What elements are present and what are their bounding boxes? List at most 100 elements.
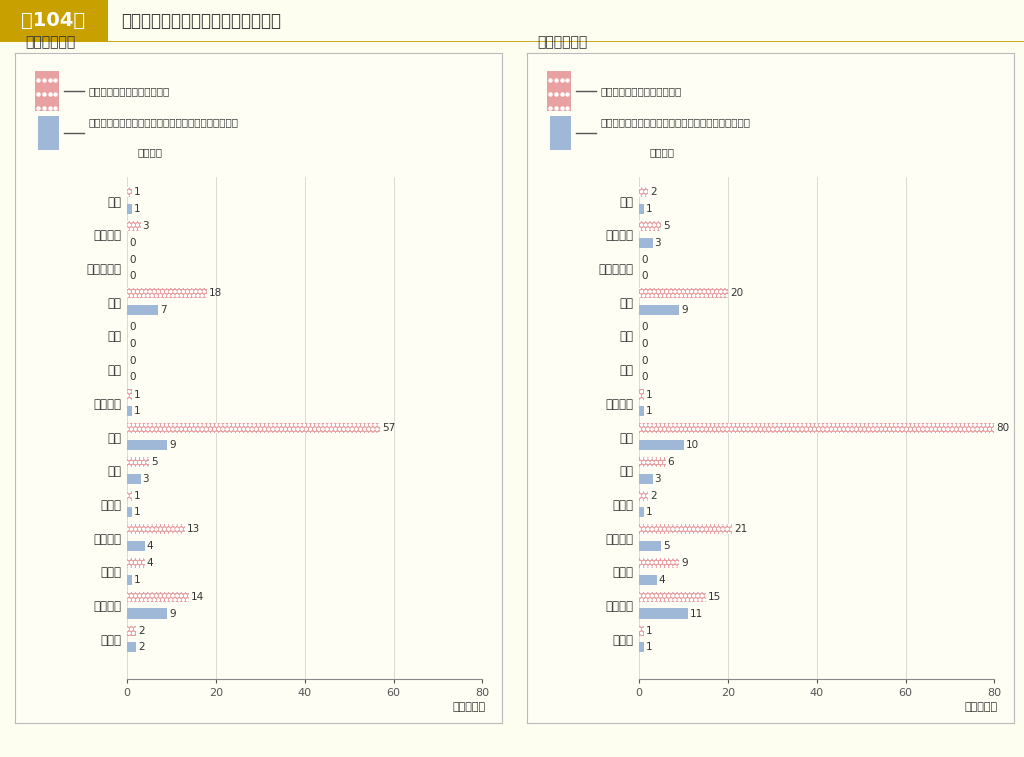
Bar	[639, 575, 657, 585]
Text: 20: 20	[730, 288, 742, 298]
Text: 1: 1	[645, 625, 652, 636]
Text: 21: 21	[734, 525, 748, 534]
Bar	[639, 204, 644, 214]
Bar	[639, 221, 662, 231]
Text: 0: 0	[641, 271, 647, 282]
Bar	[639, 423, 994, 433]
Text: 0: 0	[129, 339, 135, 349]
Bar	[127, 575, 132, 585]
Text: 14: 14	[191, 592, 205, 602]
Text: （会計数）: （会計数）	[453, 702, 485, 712]
Text: 2: 2	[650, 187, 656, 197]
Text: 9: 9	[169, 440, 175, 450]
Bar	[639, 625, 644, 636]
Text: 11: 11	[690, 609, 703, 618]
Bar	[127, 305, 159, 315]
Text: 80: 80	[996, 423, 1010, 433]
Text: 1: 1	[133, 407, 140, 416]
Bar	[127, 609, 167, 618]
Bar	[0, 0, 108, 42]
Bar	[639, 407, 644, 416]
Text: 1: 1	[645, 642, 652, 653]
Bar	[639, 525, 732, 534]
Bar	[127, 642, 136, 653]
Bar	[639, 625, 644, 636]
Text: 1: 1	[645, 507, 652, 517]
Bar	[127, 558, 145, 569]
Text: 4: 4	[146, 541, 154, 551]
Bar	[639, 440, 684, 450]
Text: 15: 15	[708, 592, 721, 602]
Text: 0: 0	[641, 339, 647, 349]
Text: 2: 2	[138, 625, 144, 636]
Text: 1: 1	[133, 575, 140, 585]
Bar	[639, 288, 728, 298]
Bar	[639, 642, 644, 653]
Text: 資金不足額の状況（事業別会計数）: 資金不足額の状況（事業別会計数）	[121, 12, 281, 30]
Bar	[639, 525, 732, 534]
Text: 4: 4	[146, 558, 154, 569]
Bar	[639, 474, 652, 484]
Bar	[639, 305, 679, 315]
Bar	[639, 389, 644, 400]
Bar	[127, 625, 136, 636]
Bar	[127, 423, 380, 433]
Bar	[639, 389, 644, 400]
Text: 業会計数: 業会計数	[138, 147, 163, 157]
Bar	[639, 609, 688, 618]
Bar	[639, 187, 648, 198]
Bar	[127, 491, 132, 500]
Bar	[639, 491, 648, 500]
Bar	[639, 457, 666, 467]
Text: 57: 57	[382, 423, 395, 433]
Bar	[639, 238, 652, 248]
Bar	[639, 592, 706, 602]
Text: 0: 0	[641, 254, 647, 265]
Text: 0: 0	[129, 322, 135, 332]
Bar	[639, 507, 644, 518]
Text: 5: 5	[664, 541, 670, 551]
Bar	[127, 440, 167, 450]
Text: 0: 0	[129, 372, 135, 382]
Text: 1: 1	[645, 204, 652, 214]
Bar	[127, 187, 132, 198]
Bar	[127, 457, 150, 467]
Text: 5: 5	[664, 221, 670, 231]
Bar	[127, 474, 140, 484]
Bar	[639, 457, 666, 467]
Bar	[127, 204, 132, 214]
Bar	[127, 389, 132, 400]
Text: 9: 9	[681, 558, 687, 569]
Text: 平成２２年度: 平成２２年度	[26, 36, 76, 49]
Text: 6: 6	[668, 457, 674, 467]
Bar	[639, 558, 679, 569]
Bar	[127, 625, 136, 636]
Text: 9: 9	[681, 305, 687, 315]
Text: 1: 1	[133, 187, 140, 197]
Bar	[127, 507, 132, 518]
Bar	[550, 116, 571, 150]
Bar	[35, 70, 59, 111]
Text: 0: 0	[129, 356, 135, 366]
Bar	[127, 187, 132, 198]
Bar	[127, 491, 132, 500]
Text: 5: 5	[152, 457, 158, 467]
Text: 9: 9	[169, 609, 175, 618]
Text: 4: 4	[658, 575, 666, 585]
Text: 3: 3	[142, 221, 148, 231]
Text: 業会計数: 業会計数	[650, 147, 675, 157]
Text: （会計数）: （会計数）	[965, 702, 997, 712]
Bar	[127, 423, 380, 433]
Text: 第104図: 第104図	[22, 11, 85, 30]
Text: うち資金不足比率が経営健全化基準以上である公営企: うち資金不足比率が経営健全化基準以上である公営企	[600, 117, 751, 127]
Bar	[639, 491, 648, 500]
Bar	[127, 221, 140, 231]
Text: 1: 1	[133, 204, 140, 214]
Text: 0: 0	[641, 372, 647, 382]
Bar	[639, 187, 648, 198]
Text: 10: 10	[685, 440, 698, 450]
Bar	[127, 389, 132, 400]
Bar	[639, 541, 662, 551]
Bar	[127, 288, 207, 298]
Text: 3: 3	[142, 474, 148, 484]
